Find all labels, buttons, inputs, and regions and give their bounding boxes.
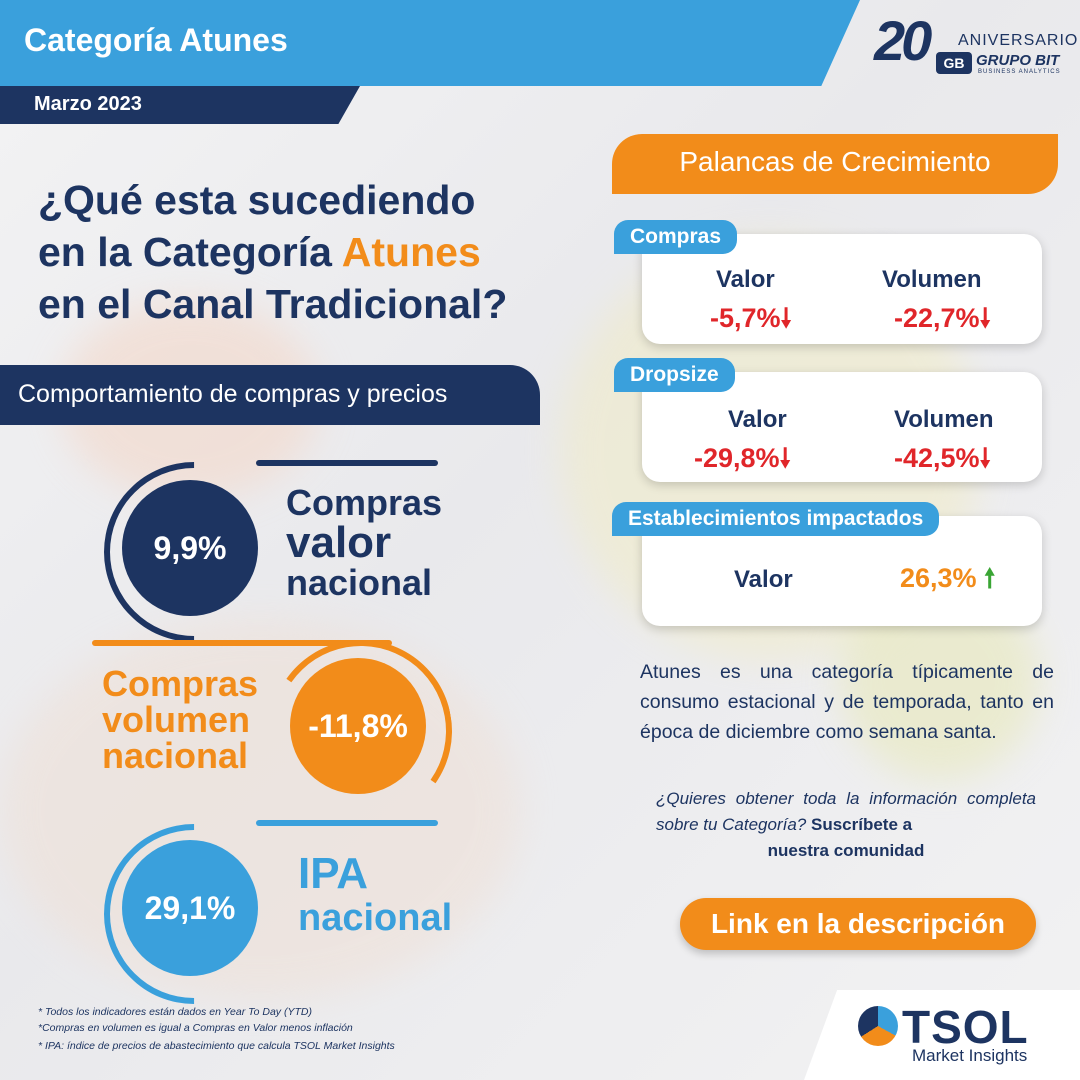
metric-label: Compras valor nacional: [286, 482, 443, 603]
kpi-value: -5,7%🠗: [710, 303, 792, 333]
link-in-description-button[interactable]: Link en la descripción: [680, 898, 1036, 950]
metric-line: [256, 460, 438, 466]
question-line-2: en la Categoría Atunes: [38, 229, 481, 275]
section-banner-left: [0, 365, 540, 425]
logo-aniversario: ANIVERSARIO: [958, 32, 1079, 49]
grupo-bit-anniversary-logo: 20 ANIVERSARIO GB GRUPO BIT BUSINESS ANA…: [868, 6, 1078, 76]
metric-value-circle: -11,8%: [290, 658, 426, 794]
brand-name: TSOL: [902, 1001, 1029, 1053]
kpi-value: -42,5%🠗: [894, 443, 991, 473]
kpi-label: Volumen: [882, 266, 982, 293]
metric-value-circle: 29,1%: [122, 840, 258, 976]
kpi-value: 26,3% 🠕: [900, 563, 996, 593]
question-line-1: ¿Qué esta sucediendo: [38, 177, 476, 223]
question-line-3: en el Canal Tradicional?: [38, 281, 508, 327]
background-photo-blob: [0, 620, 520, 1000]
metric-value-circle: 9,9%: [122, 480, 258, 616]
logo-brand: GRUPO BIT: [976, 52, 1060, 69]
logo-brand-sub: BUSINESS ANALYTICS: [978, 69, 1061, 75]
tsol-logo-icon: [858, 1006, 898, 1046]
kpi-value: -29,8%🠗: [694, 443, 791, 473]
date-bar: [0, 86, 360, 124]
kpi-card-tag: Compras: [614, 220, 738, 254]
logo-initials: GB: [936, 52, 972, 74]
section-title-left: Comportamiento de compras y precios: [18, 380, 448, 408]
section-banner-right: [612, 134, 1058, 194]
kpi-label: Valor: [716, 266, 775, 293]
header-title: Categoría Atunes: [24, 22, 288, 58]
question-highlight: Atunes: [341, 229, 481, 275]
subscribe-cta: ¿Quieres obtener toda la información com…: [656, 789, 1036, 860]
metric-label: IPA nacional: [298, 849, 453, 940]
kpi-label: Valor: [728, 406, 787, 433]
main-question: ¿Qué esta sucediendo en la Categoría Atu…: [38, 174, 558, 330]
metric-label: Compras volumen nacional: [102, 663, 259, 776]
arrow-down-icon: 🠗: [979, 443, 991, 473]
footnote: * IPA: índice de precios de abastecimien…: [38, 1040, 395, 1052]
kpi-label: Volumen: [894, 406, 994, 433]
arrow-down-icon: 🠗: [979, 303, 991, 333]
arrow-down-icon: 🠗: [780, 303, 792, 333]
logo-number: 20: [874, 9, 932, 72]
footnote: *Compras en volumen es igual a Compras e…: [38, 1022, 353, 1034]
footnote: * Todos los indicadores están dados en Y…: [38, 1006, 312, 1018]
metric-line: [92, 640, 392, 646]
category-description: Atunes es una categoría típicamente de c…: [640, 661, 1054, 743]
kpi-value: -22,7%🠗: [894, 303, 991, 333]
kpi-card-tag: Establecimientos impactados: [612, 502, 940, 536]
kpi-label: Valor: [734, 566, 793, 593]
metric-line: [256, 820, 438, 826]
brand-box: [804, 990, 1080, 1080]
arrow-up-icon: 🠕: [984, 563, 996, 593]
date-label: Marzo 2023: [34, 93, 142, 115]
kpi-card-tag: Dropsize: [614, 358, 735, 392]
section-title-right: Palancas de Crecimiento: [679, 146, 991, 177]
arrow-down-icon: 🠗: [779, 443, 791, 473]
header-bar: [0, 0, 860, 86]
brand-sub: Market Insights: [912, 1046, 1028, 1065]
